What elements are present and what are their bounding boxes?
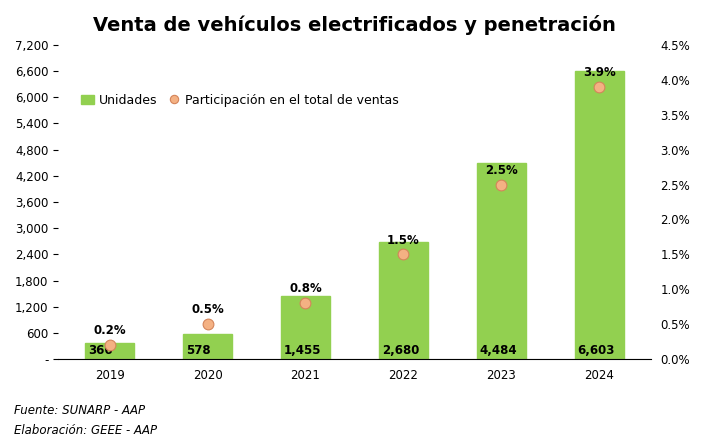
Text: Fuente: SUNARP - AAP: Fuente: SUNARP - AAP xyxy=(14,404,145,417)
Bar xyxy=(379,242,428,359)
Text: 1.5%: 1.5% xyxy=(387,234,419,247)
Point xyxy=(594,83,605,90)
Legend: Unidades, Participación en el total de ventas: Unidades, Participación en el total de v… xyxy=(76,89,403,112)
Text: 0.2%: 0.2% xyxy=(93,324,126,337)
Text: 2,680: 2,680 xyxy=(382,344,419,357)
Text: Elaboración: GEEE - AAP: Elaboración: GEEE - AAP xyxy=(14,424,157,437)
Bar xyxy=(281,295,330,359)
Point xyxy=(104,342,115,349)
Point xyxy=(398,251,409,258)
Point xyxy=(496,181,507,188)
Text: 4,484: 4,484 xyxy=(479,344,517,357)
Bar xyxy=(477,164,526,359)
Point xyxy=(300,300,311,307)
Text: 0.5%: 0.5% xyxy=(191,303,224,316)
Text: 1,455: 1,455 xyxy=(284,344,321,357)
Text: 366: 366 xyxy=(88,344,113,357)
Bar xyxy=(183,334,232,359)
Bar xyxy=(575,71,624,359)
Text: 2.5%: 2.5% xyxy=(485,164,517,177)
Text: 3.9%: 3.9% xyxy=(583,66,615,79)
Text: 578: 578 xyxy=(186,344,211,357)
Bar xyxy=(85,343,134,359)
Text: 6,603: 6,603 xyxy=(577,344,615,357)
Text: 0.8%: 0.8% xyxy=(289,282,321,295)
Title: Venta de vehículos electrificados y penetración: Venta de vehículos electrificados y pene… xyxy=(93,15,615,35)
Point xyxy=(202,321,213,328)
